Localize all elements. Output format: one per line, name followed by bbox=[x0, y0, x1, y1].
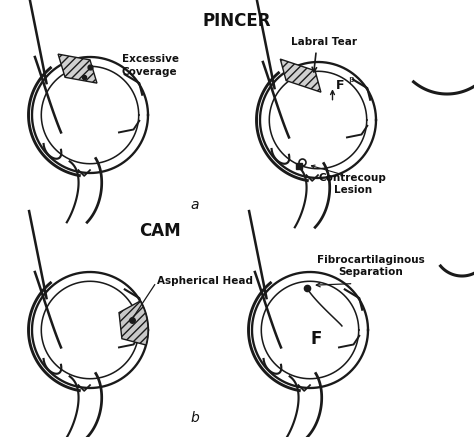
Text: PINCER: PINCER bbox=[203, 12, 271, 30]
Text: Contrecoup
Lesion: Contrecoup Lesion bbox=[319, 173, 387, 195]
Text: Excessive
Coverage: Excessive Coverage bbox=[122, 55, 179, 77]
Polygon shape bbox=[58, 54, 97, 83]
Text: Labral Tear: Labral Tear bbox=[291, 37, 357, 47]
Polygon shape bbox=[119, 301, 148, 345]
Text: CAM: CAM bbox=[139, 222, 181, 240]
Text: F: F bbox=[310, 329, 321, 348]
Text: Fibrocartilaginous
Separation: Fibrocartilaginous Separation bbox=[317, 255, 425, 277]
Text: a: a bbox=[191, 198, 199, 212]
Text: b: b bbox=[191, 411, 200, 425]
Text: Aspherical Head: Aspherical Head bbox=[157, 276, 253, 286]
Text: F: F bbox=[336, 79, 344, 92]
Text: p: p bbox=[348, 75, 354, 84]
Polygon shape bbox=[280, 59, 321, 92]
